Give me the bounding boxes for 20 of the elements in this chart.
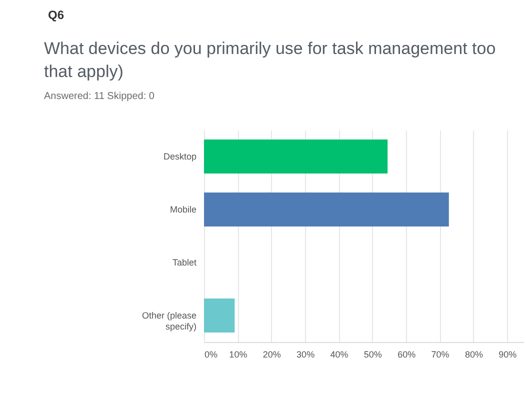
x-tick-label: 70% (431, 350, 450, 360)
x-tick-label: 0% (204, 350, 218, 360)
y-tick-label: Desktop (163, 152, 196, 162)
y-tick-label: Mobile (170, 204, 196, 214)
x-tick-label: 20% (262, 350, 281, 360)
text: Answered: 11 Skipped: 0 (44, 91, 155, 102)
bar (204, 298, 235, 332)
bar (204, 140, 388, 174)
y-tick-label: Tablet (172, 258, 197, 268)
x-tick-label: 40% (330, 350, 348, 360)
x-tick-label: 10% (229, 350, 248, 360)
chart-title: What devices do you primarily use for task management too that apply) (44, 39, 496, 81)
x-tick-label: 90% (498, 350, 517, 360)
bar (204, 192, 449, 226)
x-tick-label: 30% (296, 350, 315, 360)
x-tick-label: 50% (364, 350, 382, 360)
text: Q6 (48, 8, 64, 22)
x-tick-label: 60% (398, 350, 416, 360)
x-tick-label: 80% (464, 350, 483, 360)
y-tick-label: Other (please specify) (142, 310, 196, 332)
